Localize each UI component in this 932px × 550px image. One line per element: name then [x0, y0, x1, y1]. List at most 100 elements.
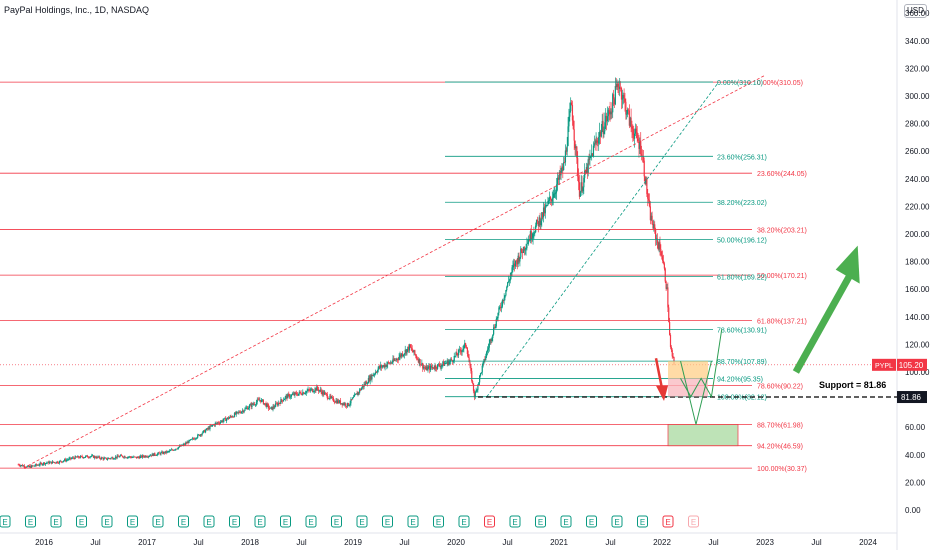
- candle-body: [397, 359, 399, 361]
- candle-body: [252, 403, 254, 405]
- price-axis[interactable]: 0.0020.0040.0060.0080.00100.00120.00140.…: [872, 9, 930, 515]
- candle-body: [549, 196, 551, 200]
- earnings-marker: [25, 515, 36, 528]
- earnings-marker-label: E: [436, 518, 441, 527]
- candle-body: [133, 456, 135, 458]
- candle-body: [418, 359, 420, 363]
- candle-body: [425, 366, 427, 370]
- candle-body: [591, 153, 594, 157]
- candle-body: [191, 438, 194, 440]
- x-tick-label: Jul: [605, 538, 615, 547]
- candle-body: [393, 358, 395, 361]
- candle-body: [565, 150, 567, 152]
- candle-body: [369, 375, 371, 382]
- candle-body: [92, 455, 94, 457]
- candle-body: [554, 193, 556, 195]
- candle-body: [538, 217, 540, 227]
- y-tick-label: 60.00: [905, 423, 926, 432]
- support-price-tag: [897, 391, 927, 404]
- candle-body: [660, 249, 662, 256]
- candle-body: [374, 372, 377, 374]
- time-axis[interactable]: 2016 Jul 2017 Jul 2018 Jul 2019 Jul 2020 Jul 2021 J…: [35, 538, 877, 547]
- candle-body: [331, 397, 333, 398]
- candle-body: [523, 246, 525, 251]
- candle-body: [32, 465, 34, 467]
- candle-body: [113, 458, 116, 460]
- candle-body: [518, 255, 520, 262]
- earnings-marker-label: E: [257, 518, 262, 527]
- candle-body: [143, 456, 145, 458]
- candle-body: [320, 389, 322, 392]
- candle-body: [360, 388, 363, 391]
- candle-body: [216, 422, 218, 424]
- candle-body: [293, 393, 295, 396]
- candle-body: [469, 362, 471, 366]
- candle-body: [55, 462, 57, 464]
- fib-red-label: 0.00%(310.05): [757, 80, 803, 87]
- candle-body: [655, 229, 657, 240]
- currency-label[interactable]: USD: [904, 4, 927, 18]
- candle-body: [432, 367, 434, 369]
- candle-body: [163, 451, 166, 454]
- candle-body: [276, 403, 278, 406]
- candle-body: [297, 393, 300, 396]
- fib-green-label: 61.80%(169.22): [717, 274, 767, 281]
- candle-body: [241, 410, 243, 412]
- candle-body: [324, 392, 327, 394]
- candle-body: [270, 406, 272, 408]
- candle-body: [467, 354, 469, 358]
- candle-body: [95, 457, 97, 459]
- candle-body: [211, 425, 213, 427]
- candle-body: [162, 451, 164, 454]
- candle-body: [188, 440, 190, 444]
- earnings-marker-label: E: [206, 518, 211, 527]
- candle-body: [267, 403, 269, 405]
- candle-body: [210, 425, 212, 427]
- candle-body: [209, 425, 211, 430]
- candle-body: [602, 121, 604, 134]
- candle-body: [128, 456, 131, 458]
- candle-body: [525, 248, 527, 250]
- candle-body: [483, 359, 485, 363]
- candle-body: [317, 386, 319, 390]
- candle-body: [355, 393, 357, 395]
- candle-body: [204, 430, 206, 433]
- fib-red-label: 78.60%(90.22): [757, 383, 803, 390]
- candle-body: [612, 94, 615, 100]
- earnings-marker: [76, 515, 87, 528]
- candle-body: [444, 363, 447, 364]
- candle-body: [479, 373, 482, 376]
- candle-body: [172, 450, 174, 451]
- candle-body: [113, 458, 115, 460]
- candle-body: [465, 346, 468, 348]
- candle-body: [442, 361, 444, 365]
- earnings-marker: [356, 515, 368, 528]
- candle-body: [520, 248, 522, 258]
- candle-body: [66, 459, 68, 461]
- fib-red-label: 61.80%(137.21): [757, 319, 807, 326]
- candle-body: [601, 121, 603, 131]
- candle-body: [340, 403, 342, 405]
- candle-body: [227, 417, 229, 419]
- candle-body: [275, 403, 277, 407]
- candle-body: [90, 456, 92, 458]
- candle-body: [47, 461, 49, 463]
- candle-body: [544, 206, 546, 214]
- fib-red-label: 88.70%(61.98): [757, 422, 803, 429]
- candle-body: [514, 263, 516, 267]
- candle-body: [512, 265, 514, 268]
- candle-body: [531, 237, 533, 239]
- x-tick-label: Jul: [90, 538, 100, 547]
- candle-body: [329, 395, 331, 399]
- x-tick-label: Jul: [811, 538, 821, 547]
- candle-body: [148, 456, 150, 457]
- candle-body: [443, 361, 445, 366]
- candle-body: [129, 456, 131, 458]
- candle-body: [141, 455, 143, 458]
- candle-body: [553, 193, 555, 198]
- candle-body: [182, 444, 184, 446]
- candle-body: [435, 365, 437, 369]
- candle-body: [514, 260, 517, 267]
- candle-body: [219, 421, 222, 424]
